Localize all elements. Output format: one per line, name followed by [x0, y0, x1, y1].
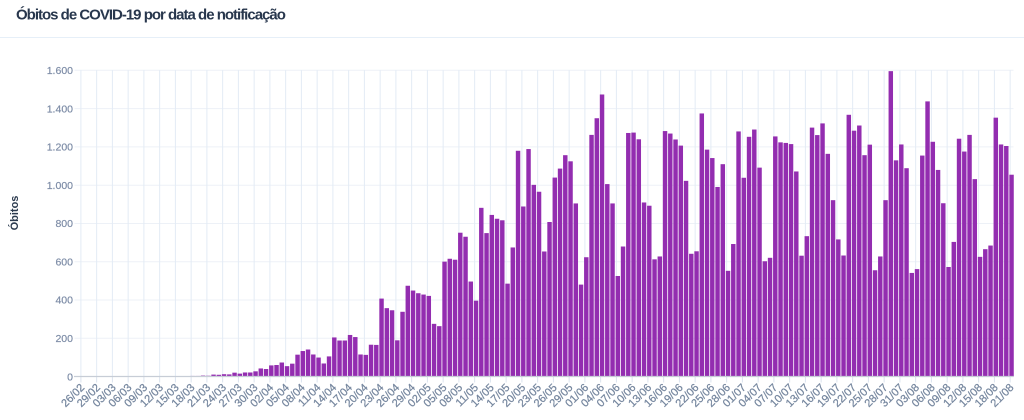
svg-text:0: 0 — [67, 371, 73, 383]
svg-text:600: 600 — [55, 256, 73, 268]
svg-text:1.000: 1.000 — [47, 180, 73, 192]
svg-text:1.600: 1.600 — [47, 65, 73, 77]
svg-text:800: 800 — [55, 218, 73, 230]
svg-text:Óbitos: Óbitos — [8, 196, 21, 231]
svg-text:200: 200 — [55, 333, 73, 345]
svg-text:Óbitos de COVID-19 por data de: Óbitos de COVID-19 por data de notificaç… — [16, 6, 286, 24]
svg-text:1.200: 1.200 — [47, 142, 73, 154]
svg-text:400: 400 — [55, 295, 73, 307]
svg-text:1.400: 1.400 — [47, 103, 73, 115]
